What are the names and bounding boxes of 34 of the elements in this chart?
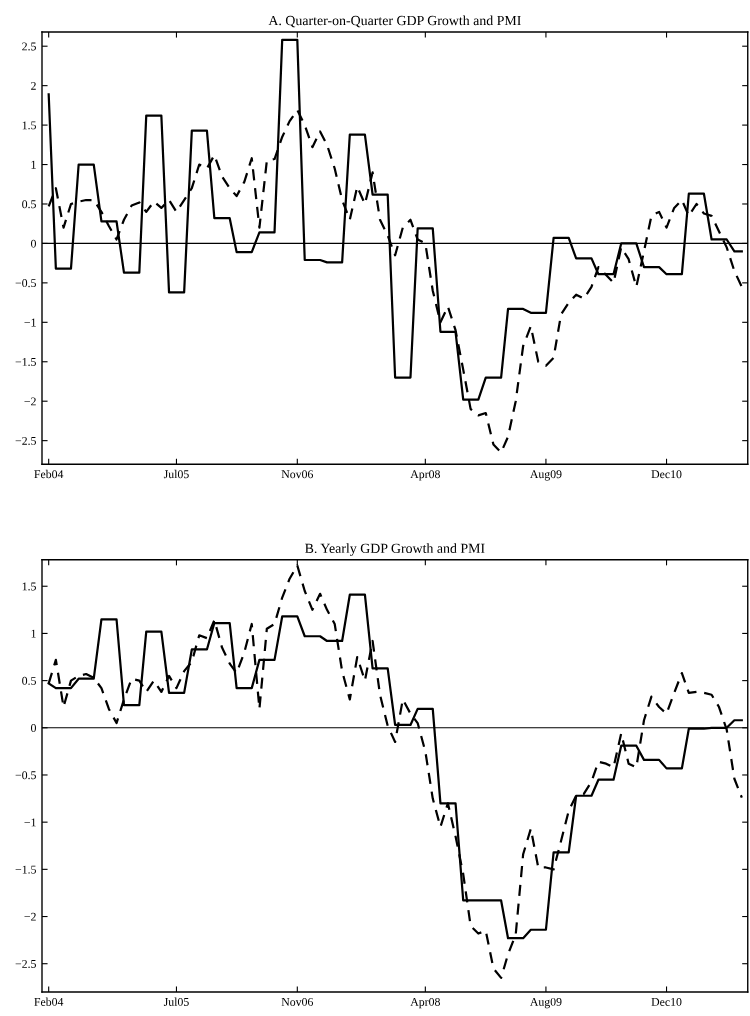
y-tick-label: −1 [24,318,36,327]
x-tick-label: Jul05 [163,997,189,1006]
y-tick-label: 0 [30,239,36,248]
x-tick-label: Jul05 [163,469,189,479]
x-tick-label: Dec10 [651,997,682,1006]
y-tick-label: −2 [24,397,36,406]
y-tick-label: 0 [30,724,36,732]
x-tick-label: Aug09 [529,470,562,481]
x-tick-label: Dec10 [651,470,682,479]
y-tick-label: −2.5 [15,959,36,968]
y-tick-label: 1 [31,160,36,169]
x-tick-label: Feb04 [34,469,64,479]
y-tick-label: −2 [24,912,36,921]
x-tick-label: Feb04 [34,997,64,1006]
x-tick-label: Apr08 [410,470,440,481]
y-tick-label: 0.5 [22,200,36,209]
y-tick-label: −2.5 [15,436,36,445]
y-tick-label: −0.5 [15,771,36,780]
y-tick-label: 0.5 [22,676,36,685]
y-tick-label: 1 [31,629,36,638]
x-tick-label: Aug09 [529,997,562,1009]
chart-title: A. Quarter-on-Quarter GDP Growth and PMI [268,15,521,28]
x-tick-label: Nov06 [281,997,314,1006]
y-tick-label: −1.5 [15,865,36,874]
chart-title: B. Yearly GDP Growth and PMI [305,543,485,556]
y-tick-label: 2 [31,81,36,90]
x-tick-label: Apr08 [410,997,440,1009]
y-tick-label: −1.5 [15,358,36,367]
y-tick-label: −0.5 [15,279,36,288]
y-tick-label: 2.5 [22,42,36,51]
y-tick-label: 1.5 [22,121,36,130]
y-tick-label: 1.5 [22,582,36,591]
y-tick-label: −1 [24,818,36,827]
x-tick-label: Nov06 [281,470,314,479]
